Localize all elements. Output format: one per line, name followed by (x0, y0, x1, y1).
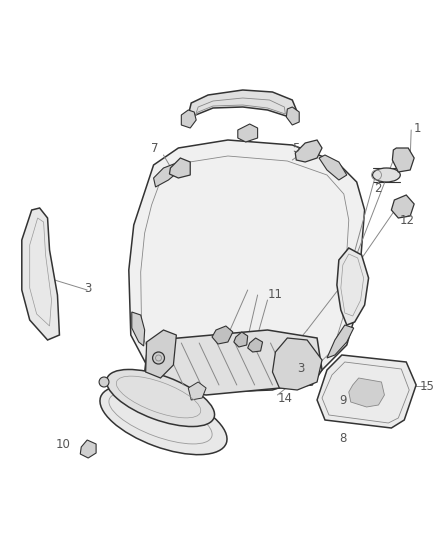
Polygon shape (317, 355, 416, 428)
Polygon shape (327, 325, 354, 358)
Polygon shape (132, 312, 145, 346)
Text: 7: 7 (151, 141, 158, 155)
Polygon shape (248, 338, 262, 352)
Text: 2: 2 (374, 182, 382, 195)
Polygon shape (295, 140, 322, 162)
Polygon shape (272, 338, 322, 390)
Polygon shape (22, 208, 60, 340)
Polygon shape (181, 110, 196, 128)
Text: 10: 10 (56, 439, 71, 451)
Polygon shape (286, 107, 299, 125)
Polygon shape (234, 332, 248, 347)
Polygon shape (319, 155, 347, 180)
Text: 1: 1 (414, 122, 422, 134)
Polygon shape (154, 163, 180, 187)
Text: 5: 5 (292, 141, 300, 155)
Text: 9: 9 (339, 393, 346, 407)
Polygon shape (238, 124, 258, 142)
Ellipse shape (99, 377, 109, 387)
Polygon shape (129, 140, 364, 392)
Text: 12: 12 (399, 214, 414, 227)
Polygon shape (337, 248, 369, 325)
Polygon shape (145, 330, 322, 395)
Text: 3: 3 (84, 281, 92, 295)
Polygon shape (188, 90, 297, 118)
Polygon shape (188, 382, 206, 400)
Polygon shape (80, 440, 96, 458)
Ellipse shape (100, 385, 227, 455)
Polygon shape (212, 326, 233, 344)
Ellipse shape (106, 369, 215, 426)
Ellipse shape (152, 352, 165, 364)
Ellipse shape (373, 168, 400, 182)
Polygon shape (392, 195, 414, 218)
Text: 14: 14 (277, 392, 293, 405)
Polygon shape (392, 148, 414, 172)
Polygon shape (170, 158, 190, 178)
Polygon shape (146, 330, 177, 378)
Text: 15: 15 (420, 379, 435, 392)
Text: 11: 11 (268, 288, 283, 302)
Text: 3: 3 (297, 361, 304, 375)
Polygon shape (349, 378, 385, 407)
Text: 8: 8 (339, 432, 346, 445)
